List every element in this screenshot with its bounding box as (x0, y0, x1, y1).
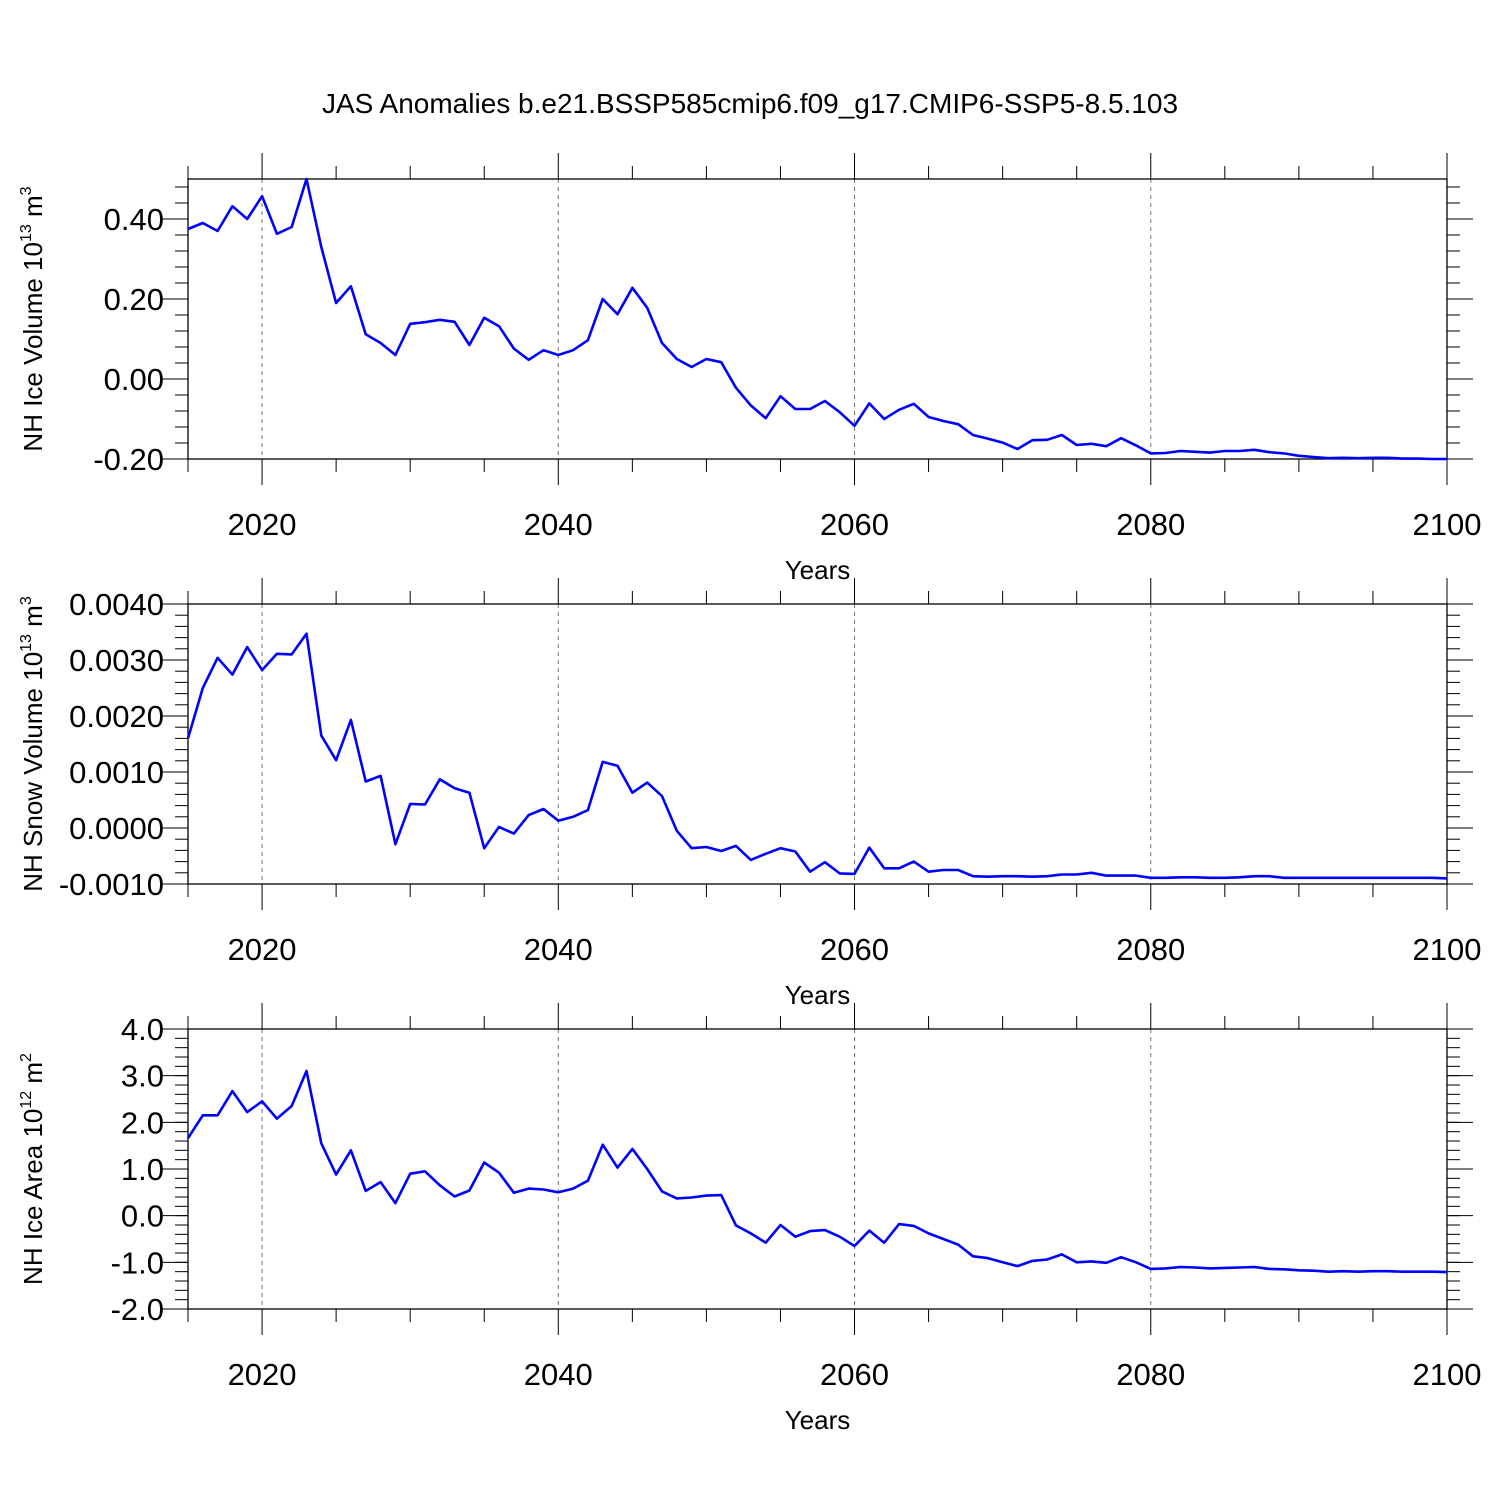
panel-1: -0.20 0.00 0.20 0.40 2020 2040 2060 2080 2100 Yea… (18, 153, 1481, 585)
y-tick-label: 0.40 (104, 202, 164, 237)
x-tick-label: 2080 (1116, 1357, 1185, 1392)
y-axis-label-superscript: 13 (18, 224, 35, 242)
y-tick-label: 3.0 (121, 1059, 164, 1094)
y-axis-label-superscript: 13 (18, 634, 35, 652)
series-line (187, 177, 1447, 461)
y-axis-label-text: m (18, 605, 48, 634)
y-tick-label: 0.20 (104, 282, 164, 317)
panel-2: -0.0010 0.0000 0.0010 0.0020 0.0030 0.0040 202… (18, 578, 1481, 1010)
panel-3: -2.0 -1.0 0.0 1.0 2.0 3.0 4.0 2020 2040 2060 2080 2… (18, 1003, 1481, 1435)
x-tick-label: 2060 (820, 1357, 889, 1392)
y-tick-label: 0.0 (121, 1199, 164, 1234)
y-tick-label: -2.0 (111, 1292, 164, 1327)
y-axis-label: NH Ice Volume 1013 m3 (18, 186, 48, 451)
x-axis-label: Years (785, 1405, 851, 1435)
x-tick-label: 2080 (1116, 507, 1185, 542)
y-axis-label: NH Snow Volume 1013 m3 (18, 596, 48, 892)
plot-frame (187, 178, 1448, 460)
y-tick-label: -0.20 (93, 442, 164, 477)
x-tick-label: 2020 (228, 507, 297, 542)
y-tick-label: -0.0010 (59, 867, 164, 902)
y-tick-label: 1.0 (121, 1152, 164, 1187)
y-tick-label: 0.00 (104, 362, 164, 397)
x-tick-label: 2060 (820, 507, 889, 542)
plot-frame (187, 603, 1448, 885)
y-tick-label: 2.0 (121, 1105, 164, 1140)
y-tick-label: 0.0000 (69, 811, 164, 846)
series-line (186, 632, 1448, 880)
y-axis-label-superscript: 3 (18, 596, 35, 605)
y-axis-label-text: NH Ice Volume 10 (18, 242, 48, 452)
y-tick-label: 0.0020 (69, 699, 164, 734)
y-tick-label: 0.0030 (69, 643, 164, 678)
y-tick-label: 0.0010 (69, 755, 164, 790)
x-tick-label: 2040 (524, 507, 593, 542)
x-tick-label: 2080 (1116, 932, 1185, 967)
x-tick-label: 2020 (228, 932, 297, 967)
y-axis-label: NH Ice Area 1012 m2 (18, 1053, 48, 1285)
x-tick-label: 2060 (820, 932, 889, 967)
y-axis-label-superscript: 3 (18, 186, 35, 195)
x-tick-label: 2100 (1413, 507, 1482, 542)
y-axis-label-text: NH Ice Area 10 (18, 1109, 48, 1285)
y-axis-label-superscript: 2 (18, 1053, 35, 1062)
x-tick-label: 2100 (1413, 1357, 1482, 1392)
y-tick-label: -1.0 (111, 1245, 164, 1280)
y-axis-label-text: NH Snow Volume 10 (18, 652, 48, 892)
y-axis-label-text: m (18, 195, 48, 224)
figure-title: JAS Anomalies b.e21.BSSP585cmip6.f09_g17… (321, 88, 1179, 119)
x-tick-label: 2040 (524, 932, 593, 967)
x-axis-label: Years (785, 555, 851, 585)
y-tick-label: 4.0 (121, 1012, 164, 1047)
y-axis-label-superscript: 12 (18, 1091, 35, 1109)
x-tick-label: 2040 (524, 1357, 593, 1392)
x-tick-label: 2020 (228, 1357, 297, 1392)
series-line (186, 1069, 1448, 1274)
x-axis-label: Years (785, 980, 851, 1010)
x-tick-label: 2100 (1413, 932, 1482, 967)
y-axis-label-text: m (18, 1062, 48, 1091)
y-tick-label: 0.0040 (69, 587, 164, 622)
